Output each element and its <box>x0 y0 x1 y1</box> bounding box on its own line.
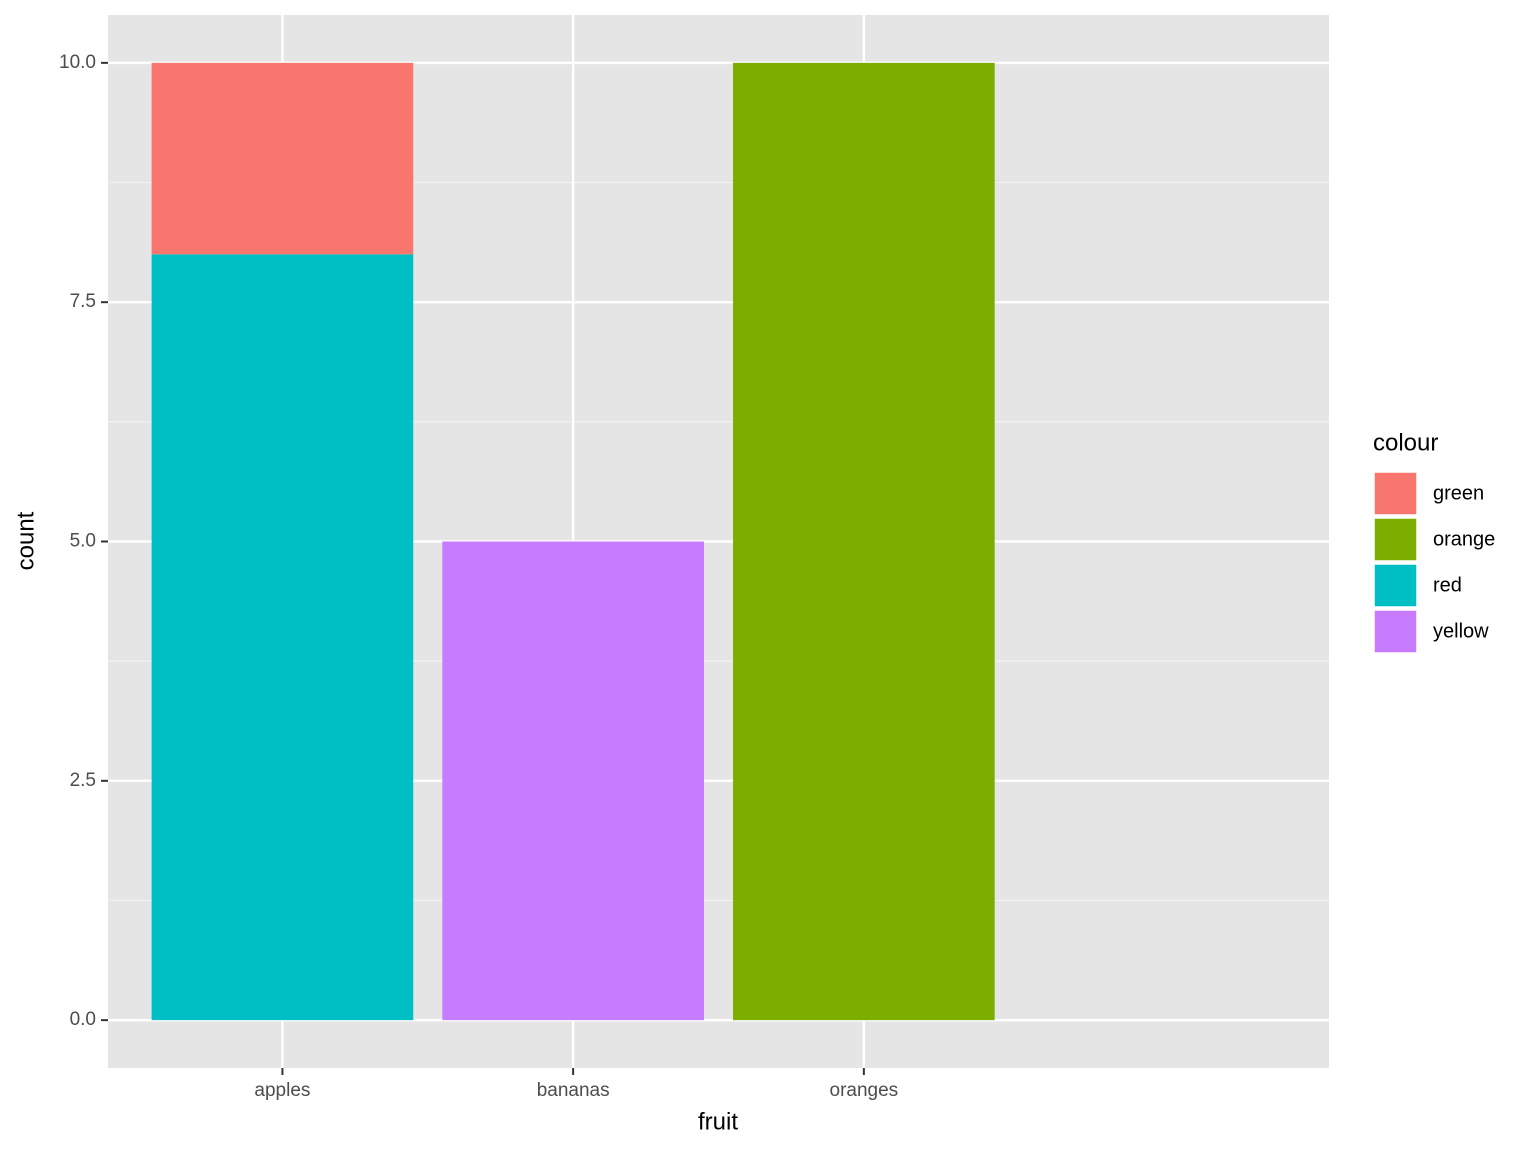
legend-key <box>1373 609 1418 654</box>
bar-segment <box>442 541 704 1021</box>
x-tick-label: oranges <box>830 1080 899 1101</box>
legend-key <box>1373 563 1418 608</box>
y-axis-title: count <box>12 511 39 570</box>
y-tick-label: 0.0 <box>70 1009 96 1030</box>
y-tick-label: 2.5 <box>70 770 96 791</box>
bar-segment <box>733 62 995 1021</box>
x-tick-label: apples <box>254 1080 310 1101</box>
bar-segment <box>151 254 414 1021</box>
y-tick-label: 5.0 <box>70 531 96 552</box>
legend-label: red <box>1433 574 1462 596</box>
legend-key <box>1373 517 1418 562</box>
x-axis-title: fruit <box>698 1108 738 1135</box>
legend-key <box>1373 471 1418 516</box>
y-tick-label: 7.5 <box>70 291 96 312</box>
bar-segment <box>151 62 414 255</box>
y-tick-label: 10.0 <box>59 52 96 73</box>
legend-title: colour <box>1373 429 1438 456</box>
legend-label: orange <box>1433 528 1495 550</box>
x-tick-label: bananas <box>537 1080 610 1101</box>
legend-label: green <box>1433 482 1484 504</box>
legend-label: yellow <box>1433 620 1489 642</box>
